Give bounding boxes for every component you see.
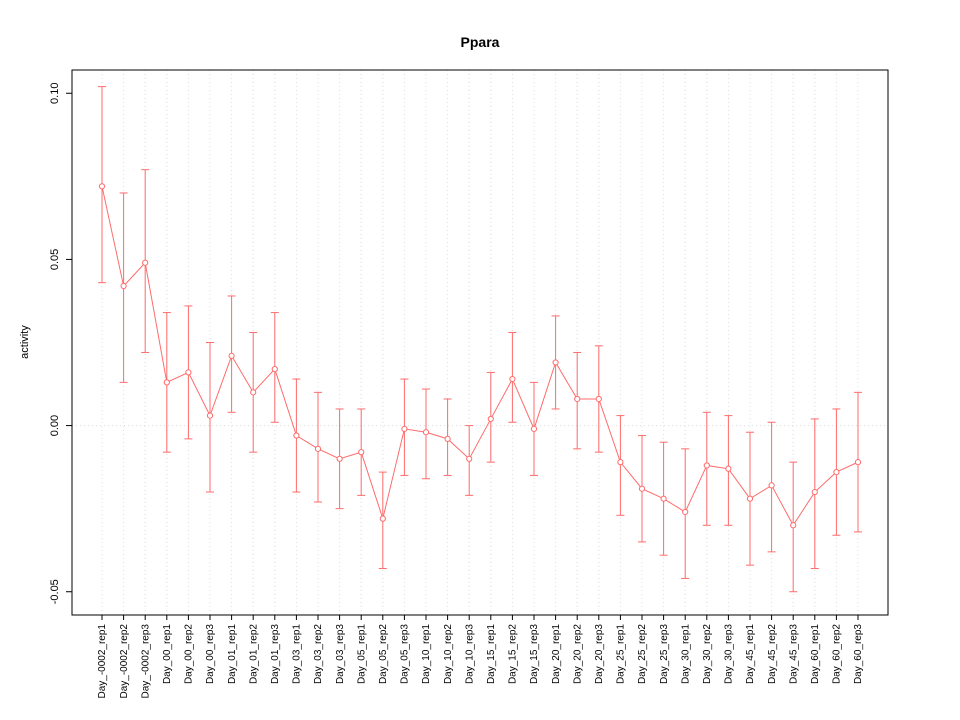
data-point	[228, 352, 235, 359]
x-tick-label: Day_03_rep2	[313, 624, 324, 684]
data-point	[444, 435, 451, 442]
y-tick-label: 0.10	[49, 83, 61, 104]
data-point	[638, 485, 646, 492]
chart-title: Ppara	[460, 34, 500, 50]
data-point	[336, 455, 343, 462]
data-point	[401, 425, 408, 433]
data-point	[120, 282, 127, 290]
data-point	[790, 522, 797, 529]
x-tick-label: Day_01_rep2	[248, 624, 259, 684]
series-activity	[98, 86, 862, 593]
data-point	[271, 365, 278, 373]
series-line	[101, 186, 859, 527]
data-point	[595, 395, 602, 403]
x-tick-label: Day_25_rep3	[659, 624, 670, 684]
data-point	[660, 495, 667, 502]
x-tick-label: Day_60_rep2	[832, 624, 843, 684]
x-tick-label: Day_15_rep2	[508, 624, 519, 684]
x-tick-label: Day_45_rep1	[745, 624, 756, 684]
data-point	[358, 449, 365, 456]
x-tick-label: Day_-0002_rep2	[119, 624, 130, 699]
data-point	[530, 425, 538, 433]
data-point	[768, 482, 775, 489]
data-point	[574, 395, 581, 403]
data-point	[379, 515, 386, 522]
data-point	[746, 495, 754, 502]
data-point	[703, 462, 710, 469]
data-point	[466, 455, 473, 462]
x-tick-label: Day_01_rep3	[270, 624, 281, 684]
data-point	[682, 508, 689, 516]
x-tick-label: Day_20_rep2	[572, 624, 583, 684]
data-point	[552, 359, 559, 366]
x-tick-label: Day_10_rep2	[443, 624, 454, 684]
x-tick-label: Day_20_rep1	[551, 624, 562, 684]
x-tick-label: Day_45_rep2	[767, 624, 778, 684]
x-tick-label: Day_60_rep1	[810, 624, 821, 684]
x-tick-label: Day_-0002_rep3	[140, 624, 151, 699]
x-tick-label: Day_03_rep3	[335, 624, 346, 684]
x-tick-label: Day_00_rep1	[162, 624, 173, 684]
data-point	[725, 465, 732, 472]
data-point	[163, 379, 170, 386]
x-tick-label: Day_15_rep3	[529, 624, 540, 684]
x-tick-label: Day_60_rep3	[853, 624, 864, 684]
data-point	[422, 429, 430, 436]
x-tick-label: Day_20_rep3	[594, 624, 605, 684]
data-point	[293, 432, 300, 439]
data-point	[811, 488, 818, 496]
x-tick-label: Day_25_rep1	[616, 624, 627, 684]
data-point	[617, 459, 624, 466]
x-tick-label: Day_03_rep1	[292, 624, 303, 684]
x-tick-label: Day_-0002_rep1	[97, 624, 108, 699]
x-tick-label: Day_05_rep1	[356, 624, 367, 684]
x-tick-label: Day_00_rep3	[205, 624, 216, 684]
x-tick-label: Day_30_rep2	[702, 624, 713, 684]
y-tick-label: -0.05	[49, 579, 61, 604]
x-tick-label: Day_45_rep3	[788, 624, 799, 684]
x-tick-label: Day_05_rep2	[378, 624, 389, 684]
x-tick-label: Day_30_rep3	[724, 624, 735, 684]
x-tick-label: Day_01_rep1	[227, 624, 238, 684]
data-point	[250, 389, 257, 396]
y-tick-label: 0.05	[49, 249, 61, 270]
x-axis: Day_-0002_rep1 Day_-0002_rep2 Day_-0002_re…	[97, 615, 864, 699]
gridlines	[101, 70, 859, 615]
data-point	[509, 375, 516, 383]
y-tick-label: 0.00	[49, 415, 61, 436]
y-axis: -0.05 0.00 0.05 0.10	[49, 83, 72, 604]
x-tick-label: Day_30_rep1	[680, 624, 691, 684]
x-tick-label: Day_10_rep3	[464, 624, 475, 684]
x-tick-label: Day_00_rep2	[184, 624, 195, 684]
data-point	[185, 369, 192, 376]
x-tick-label: Day_25_rep2	[637, 624, 648, 684]
data-point	[206, 412, 214, 419]
x-tick-label: Day_05_rep3	[400, 624, 411, 684]
data-point	[854, 459, 862, 466]
plot-border	[71, 69, 889, 616]
x-tick-label: Day_10_rep1	[421, 624, 432, 684]
data-point	[98, 183, 106, 190]
data-point	[833, 469, 840, 476]
data-point	[314, 445, 322, 452]
data-point	[487, 415, 494, 423]
data-point	[142, 259, 149, 266]
x-tick-label: Day_15_rep1	[486, 624, 497, 684]
